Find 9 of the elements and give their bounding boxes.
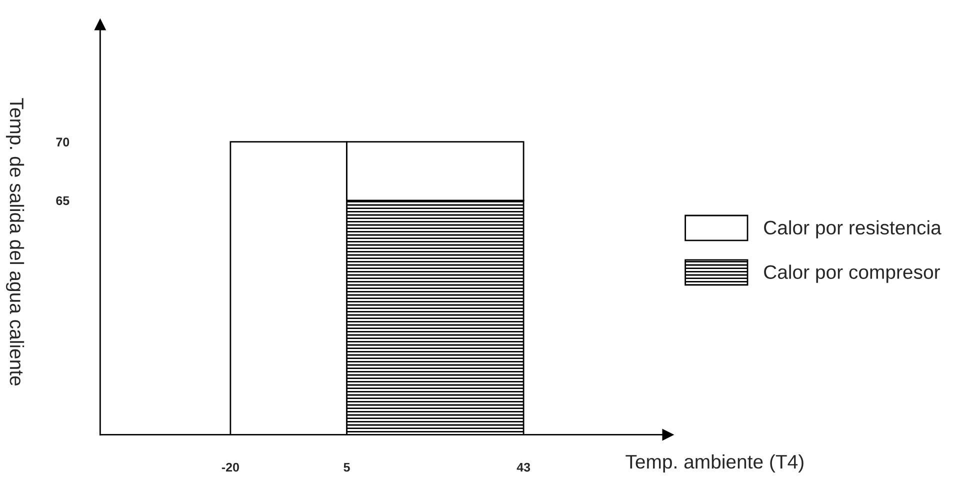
y-axis-title: Temp. de salida del agua caliente [6,98,24,386]
x-tick-label: 5 [344,462,350,472]
x-axis-title: Temp. ambiente (T4) [626,454,804,472]
x-tick-label: 43 [516,462,530,472]
x-tick-label: -20 [222,462,239,472]
y-tick-label: 65 [56,196,70,206]
legend-label: Calor por resistencia [764,220,942,238]
y-tick-label: 70 [56,138,70,146]
legend-label: Calor por compresor [764,264,940,283]
